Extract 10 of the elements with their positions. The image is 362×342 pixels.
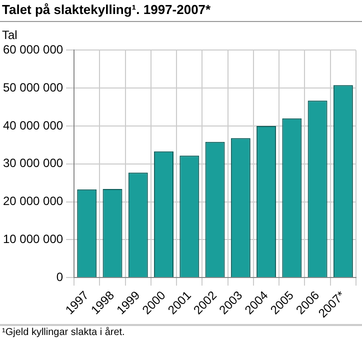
y-axis-title: Tal bbox=[2, 28, 18, 42]
y-tick-label: 30 000 000 bbox=[2, 156, 64, 170]
y-tick-label: 20 000 000 bbox=[2, 194, 64, 208]
y-tick-label: 40 000 000 bbox=[2, 118, 64, 132]
y-tick-label: 50 000 000 bbox=[2, 80, 64, 94]
text: ¹Gjeld kyllingar slakta i året. bbox=[2, 327, 125, 338]
y-tick-label: 0 bbox=[56, 270, 64, 284]
y-tick-label: 10 000 000 bbox=[2, 232, 64, 246]
chart-title: Talet på slaktekylling¹. 1997-2007* bbox=[2, 2, 211, 17]
y-tick-label: 60 000 000 bbox=[2, 42, 64, 57]
